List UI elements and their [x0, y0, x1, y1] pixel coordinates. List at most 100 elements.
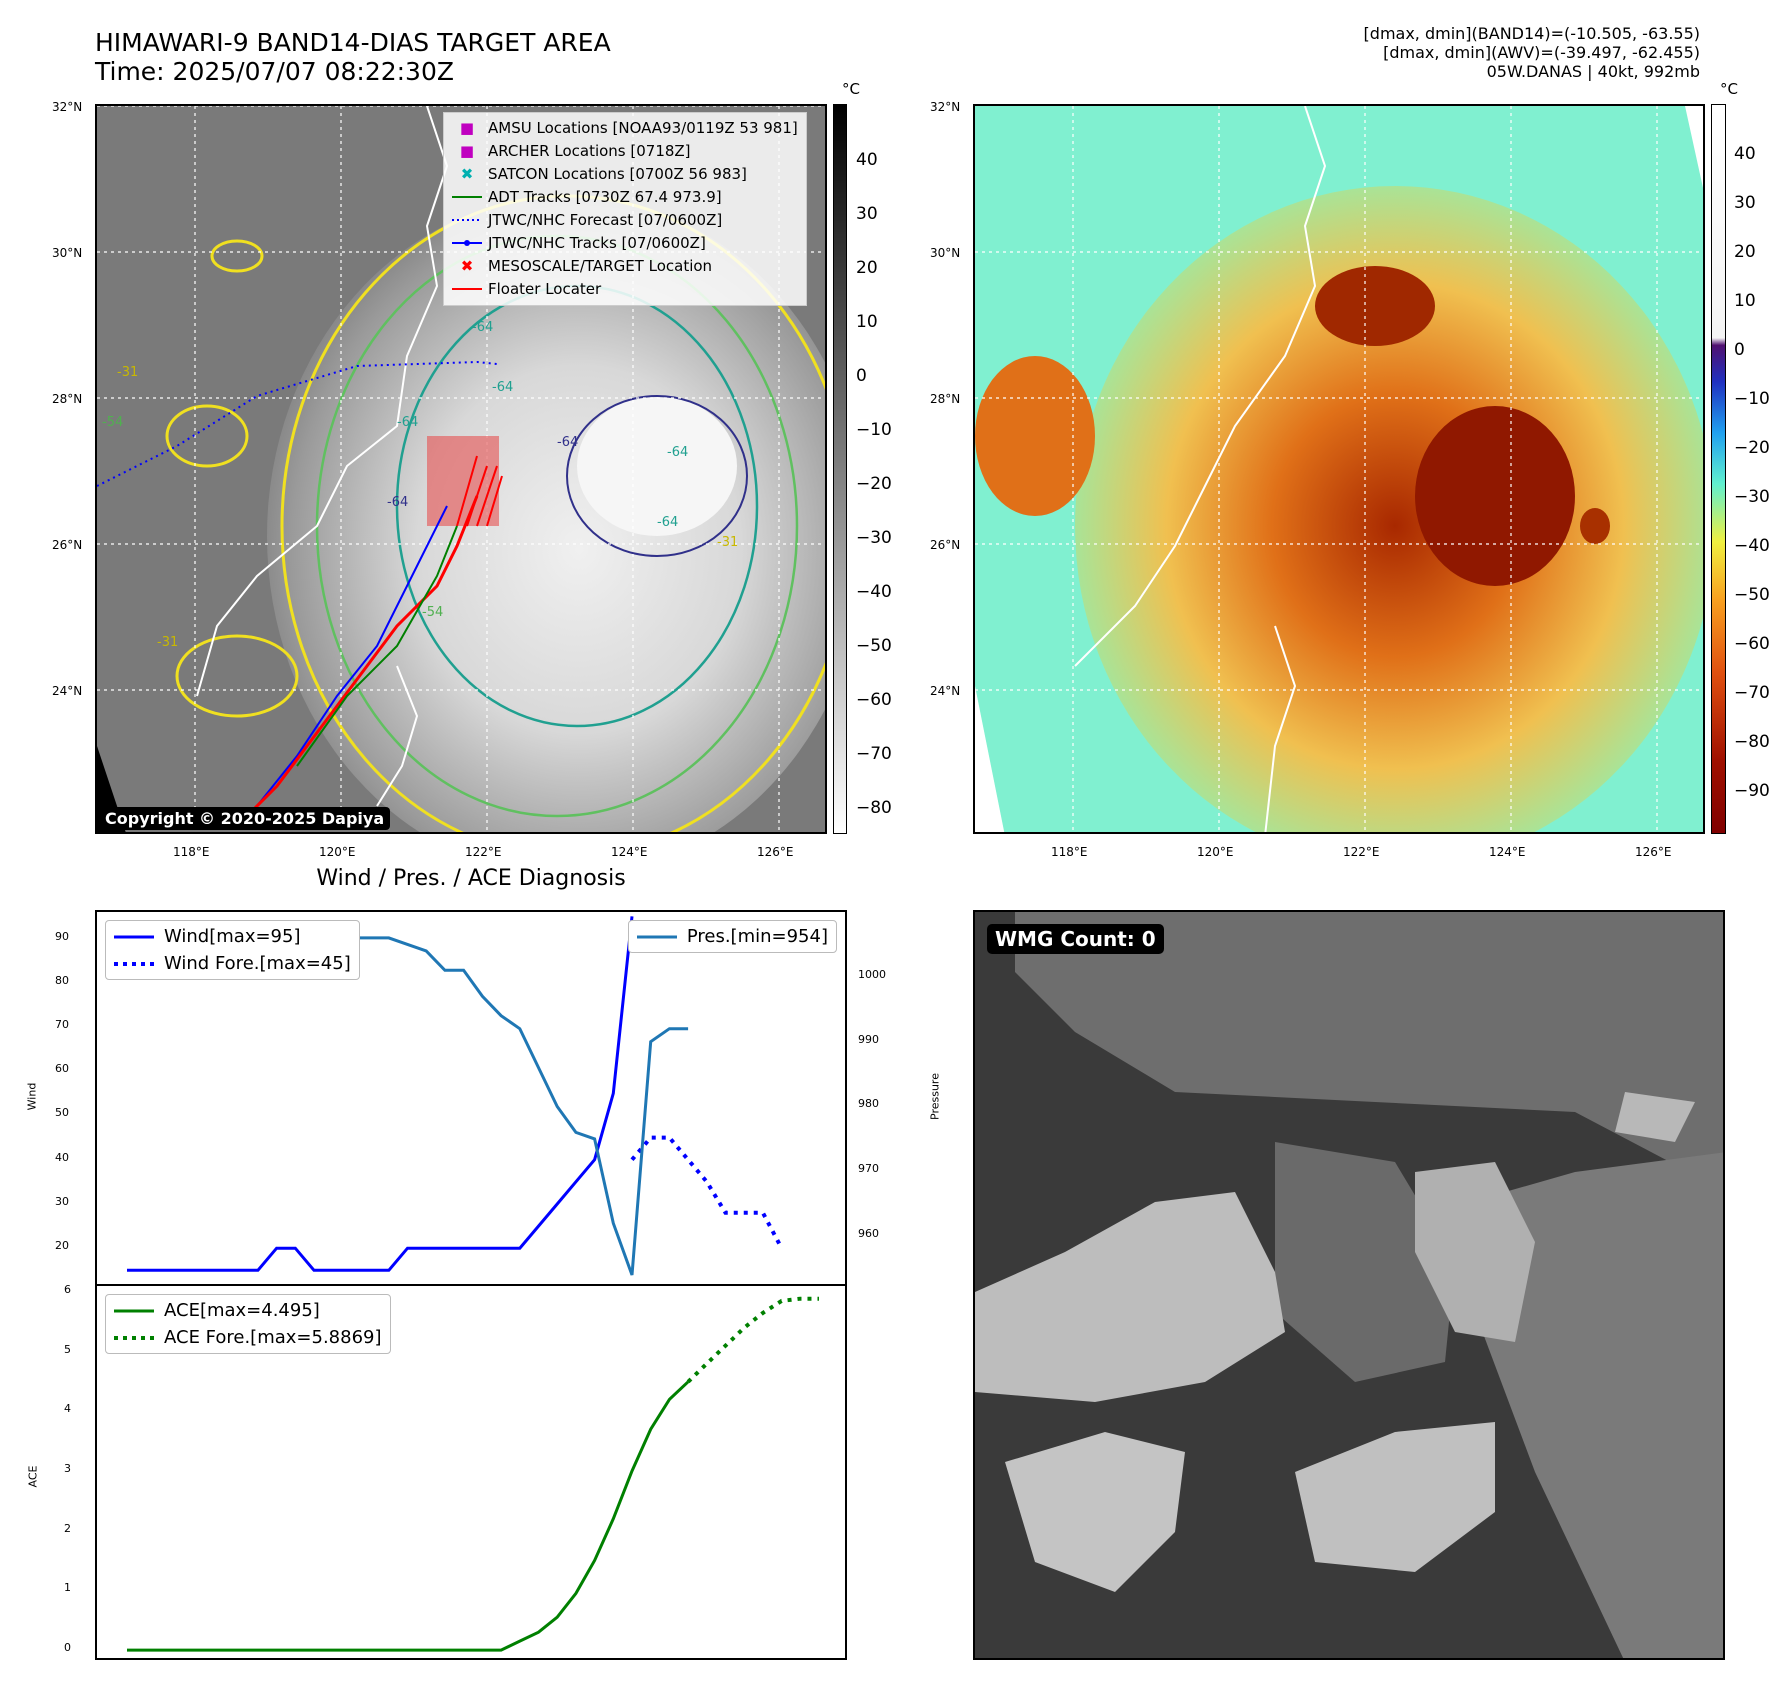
ace-legend: ACE[max=4.495] ACE Fore.[max=5.8869] [105, 1294, 391, 1354]
wmg-count-badge: WMG Count: 0 [987, 924, 1164, 954]
colorbar2-tick: −40 [1734, 536, 1770, 556]
awv-coastline [1074, 106, 1327, 667]
info-band14: [dmax, dmin](BAND14)=(-10.505, -63.55) [1363, 24, 1700, 43]
colorbar2-tick: 20 [1734, 242, 1756, 262]
colorbar2-tick: 40 [1734, 144, 1756, 164]
jtwc-track [256, 505, 448, 807]
wind-legend: Wind[max=95] Wind Fore.[max=45] [105, 920, 360, 980]
wind-tick: 90 [55, 929, 69, 943]
ace-line [127, 1380, 690, 1652]
dot-line-icon [452, 232, 482, 255]
lat-tick: 24°N [930, 684, 961, 698]
legend-wind: Wind[max=95] [114, 926, 301, 947]
colorbar2-tick: 0 [1734, 340, 1745, 360]
wmg-band-mid [1275, 1142, 1455, 1382]
wind-forecast-line [630, 1135, 784, 1250]
contour-label-green: -54 -54 [102, 415, 443, 620]
wmg-panel: WMG Count: 0 [973, 910, 1725, 1660]
colorbar2-tick: −60 [1734, 634, 1770, 654]
floater-track [235, 495, 479, 828]
cross-icon: ✖ [460, 257, 474, 275]
dotted-line-icon [452, 209, 482, 232]
wmg-cloud-west [975, 1192, 1285, 1402]
contour-label: -31 [157, 635, 178, 650]
colorbar1-tick: −20 [856, 474, 892, 494]
contour-label: -54 [102, 415, 123, 430]
lon-tick: 126°E [1635, 845, 1672, 859]
lon-tick: 122°E [465, 845, 502, 859]
copyright-badge: Copyright © 2020-2025 Dapiya [99, 807, 391, 830]
lat-tick: 26°N [52, 538, 83, 552]
colorbar2-tick: −10 [1734, 389, 1770, 409]
lat-tick: 32°N [930, 100, 961, 114]
lon-tick: 124°E [1489, 845, 1526, 859]
legend-jtwc: JTWC/NHC Tracks [07/0600Z] [452, 232, 798, 255]
chart-time: Time: 2025/07/07 08:22:30Z [95, 57, 454, 86]
lat-tick: 24°N [52, 684, 83, 698]
colorbar2-tick: −80 [1734, 732, 1770, 752]
colorbar2-tick: −50 [1734, 585, 1770, 605]
awv-map [975, 106, 1703, 832]
legend-archer: ■ ARCHER Locations [0718Z] [452, 140, 798, 163]
contour-label: -64 [657, 515, 678, 530]
ace-panel: ACE[max=4.495] ACE Fore.[max=5.8869] [95, 1284, 847, 1660]
legend-floater: Floater Locater [452, 278, 798, 301]
forecast-track [97, 360, 498, 487]
colorbar2-tick: −30 [1734, 487, 1770, 507]
colorbar1-tick: 10 [856, 312, 878, 332]
colorbar2 [1711, 104, 1726, 834]
line-icon [452, 278, 482, 301]
colorbar1-tick: −40 [856, 582, 892, 602]
awv-core [1415, 406, 1575, 586]
ace-chart [126, 1296, 820, 1652]
wind-tick: 20 [55, 1239, 69, 1253]
legend-mesoscale: ✖ MESOSCALE/TARGET Location [452, 255, 798, 278]
colorbar1-unit: °C [842, 80, 860, 98]
wind-tick: 40 [55, 1150, 69, 1164]
awv-gridlines [975, 106, 1703, 832]
awv-north-core [1315, 266, 1435, 346]
ace-tick: 5 [64, 1342, 71, 1356]
lon-tick: 126°E [757, 845, 794, 859]
awv-no-data-ne [1685, 106, 1703, 188]
info-storm: 05W.DANAS | 40kt, 992mb [1486, 62, 1700, 81]
wmg-cloud-ne [1615, 1092, 1695, 1142]
lon-tick: 120°E [1197, 845, 1234, 859]
colorbar1-tick: −30 [856, 528, 892, 548]
lon-tick: 120°E [319, 845, 356, 859]
pressure-tick: 1000 [858, 967, 886, 981]
awv-taiwan-coast [1264, 625, 1297, 832]
square-icon: ■ [459, 119, 475, 137]
wind-pressure-panel: Wind[max=95] Wind Fore.[max=45] Pres.[mi… [95, 910, 847, 1286]
colorbar1-tick: −50 [856, 636, 892, 656]
lat-tick: 30°N [52, 246, 83, 260]
legend-forecast: JTWC/NHC Forecast [07/0600Z] [452, 209, 798, 232]
pressure-tick: 960 [858, 1227, 879, 1241]
lon-tick: 124°E [611, 845, 648, 859]
contour-west [165, 404, 249, 468]
line-icon [452, 186, 482, 209]
taiwan-coast [376, 665, 419, 807]
contour-southwest [175, 634, 299, 718]
wind-tick: 60 [55, 1062, 69, 1076]
cross-icon: ✖ [460, 165, 474, 183]
wmg-image [975, 912, 1723, 1658]
contour-label: -31 [717, 535, 738, 550]
legend-ace-fore: ACE Fore.[max=5.8869] [114, 1327, 382, 1348]
adt-track [296, 525, 458, 767]
wind-tick: 30 [55, 1194, 69, 1208]
contour-label: -64 [387, 495, 408, 510]
contour-label: -64 [397, 415, 418, 430]
map-legend: ■ AMSU Locations [NOAA93/0119Z 53 981] ■ A… [443, 112, 807, 306]
floater-marks [456, 455, 503, 527]
colorbar2-tick: 30 [1734, 193, 1756, 213]
wmg-cloud-s [1295, 1422, 1495, 1572]
ace-tick: 1 [64, 1581, 71, 1595]
contour-label: -54 [422, 605, 443, 620]
info-awv: [dmax, dmin](AWV)=(-39.497, -62.455) [1383, 43, 1700, 62]
colorbar1-tick: 20 [856, 258, 878, 278]
contour-north [210, 239, 264, 273]
colorbar2-tick: −20 [1734, 438, 1770, 458]
ace-tick: 2 [64, 1521, 71, 1535]
lat-tick: 28°N [52, 392, 83, 406]
